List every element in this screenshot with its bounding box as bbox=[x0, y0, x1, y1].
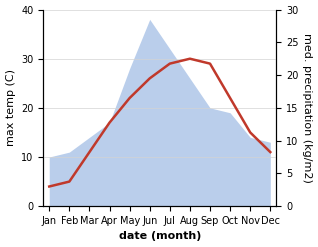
Y-axis label: max temp (C): max temp (C) bbox=[5, 69, 16, 146]
X-axis label: date (month): date (month) bbox=[119, 231, 201, 242]
Y-axis label: med. precipitation (kg/m2): med. precipitation (kg/m2) bbox=[302, 33, 313, 183]
